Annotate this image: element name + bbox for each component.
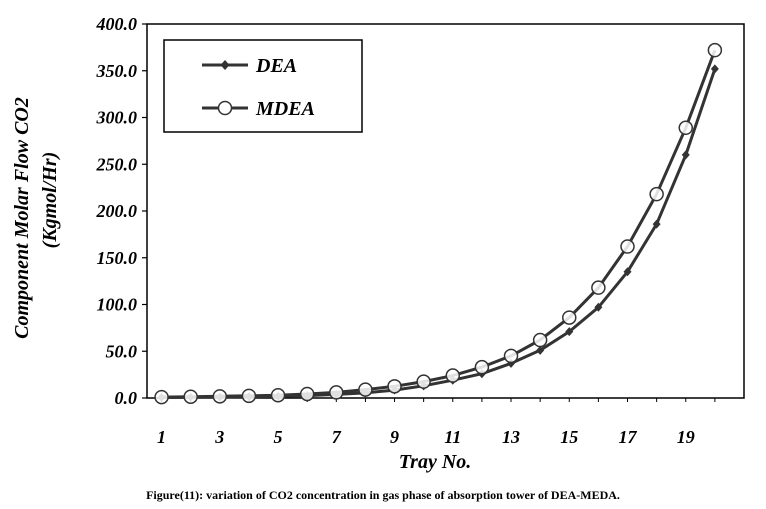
data-point-mdea [212, 389, 228, 404]
x-tick-label: 3 [214, 427, 224, 447]
y-tick-label: 150.0 [97, 248, 138, 268]
y-axis-title-line2: (Kgmol/Hr) [39, 152, 61, 249]
data-point-mdea [270, 387, 286, 403]
legend: DEA MDEA [163, 39, 363, 133]
y-axis-title-line1: Component Molar Flow CO2 [11, 97, 33, 339]
figure-caption: Figure(11): variation of CO2 concentrati… [146, 488, 620, 502]
data-point-mdea [183, 389, 198, 404]
x-tick-label: 19 [677, 427, 695, 447]
data-point-mdea [241, 388, 257, 404]
data-point-mdea [387, 379, 402, 394]
y-tick-label: 250.0 [96, 154, 138, 174]
y-tick-label: 350.0 [96, 61, 138, 81]
x-tick-label: 5 [274, 427, 283, 447]
data-point-mdea [445, 368, 461, 383]
y-tick-label: 400.0 [96, 14, 138, 34]
data-point-dea [623, 267, 632, 277]
data-point-mdea [678, 120, 694, 136]
data-point-mdea [649, 186, 664, 202]
chart: 0.0 50.0 100.0 150.0 200.0 250.0 300.0 350.0 400… [11, 14, 745, 473]
x-axis-title: Tray No. [399, 451, 472, 473]
data-point-mdea [358, 382, 373, 397]
data-point-mdea [154, 389, 169, 405]
data-point-mdea [591, 280, 606, 295]
data-point-mdea [474, 359, 490, 375]
data-point-dea [536, 345, 545, 355]
y-tick-label: 100.0 [97, 295, 138, 315]
data-point-mdea [329, 385, 344, 400]
data-point-dea [594, 302, 603, 312]
y-tick-label: 300.0 [96, 108, 138, 128]
x-tick-label: 9 [390, 427, 399, 447]
data-point-dea [565, 327, 574, 337]
data-point-mdea [416, 374, 431, 389]
legend-marker-dea [220, 60, 230, 70]
data-point-dea [652, 219, 661, 229]
y-tick-label: 0.0 [115, 388, 138, 408]
data-point-mdea [532, 332, 548, 348]
legend-label-dea: DEA [255, 55, 297, 77]
y-axis-ticks: 0.0 50.0 100.0 150.0 200.0 250.0 300.0 350.0 400… [96, 14, 147, 408]
x-tick-label: 13 [502, 427, 520, 447]
data-point-mdea [620, 239, 635, 254]
data-point-dea [681, 150, 690, 160]
y-tick-label: 200.0 [96, 201, 138, 221]
y-tick-label: 50.0 [106, 341, 138, 361]
data-point-mdea [299, 386, 315, 402]
data-point-mdea [503, 348, 519, 364]
legend-box [163, 39, 363, 133]
data-point-mdea [562, 310, 577, 325]
x-tick-label: 17 [619, 427, 638, 447]
data-point-mdea [707, 42, 723, 58]
x-tick-label: 7 [332, 427, 342, 447]
x-tick-label: 1 [157, 427, 166, 447]
legend-marker-mdea [217, 100, 233, 116]
x-tick-label: 15 [560, 427, 578, 447]
x-axis-ticks: 1 3 5 7 9 11 13 15 17 19 [157, 398, 716, 447]
series-layer [154, 42, 723, 405]
data-point-dea [710, 64, 719, 74]
x-tick-label: 11 [444, 427, 461, 447]
legend-label-mdea: MDEA [255, 98, 315, 120]
